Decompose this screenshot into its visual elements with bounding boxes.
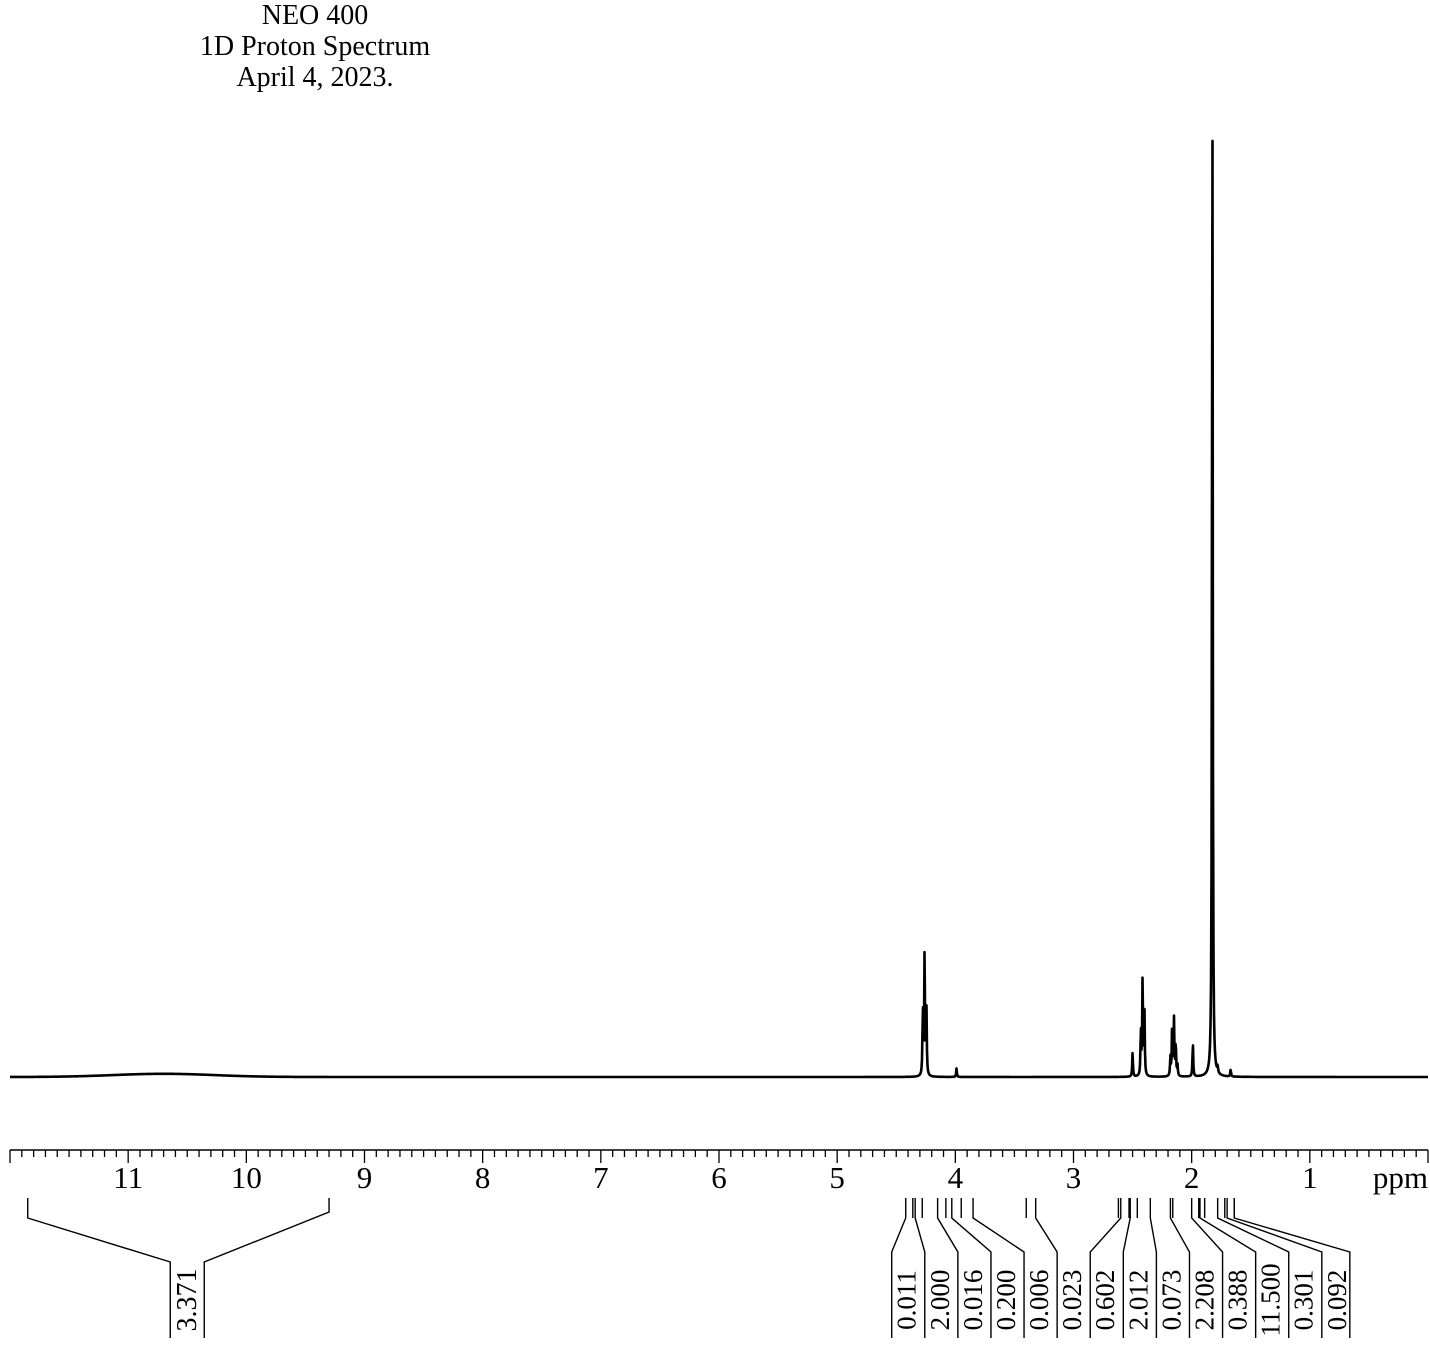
integral-8: 2.012 (1122, 1198, 1153, 1338)
integral-9: 0.073 (1149, 1198, 1186, 1338)
tick-label: 5 (829, 1160, 845, 1195)
integral-bracket-end (1233, 1198, 1351, 1338)
integral-value: 0.301 (1289, 1270, 1319, 1331)
integral-value: 3.371 (172, 1269, 203, 1332)
experiment-title: 1D Proton Spectrum (199, 31, 431, 62)
integral-5: 0.006 (972, 1198, 1054, 1338)
integral-value: 0.602 (1090, 1270, 1120, 1331)
integral-10: 2.208 (1169, 1198, 1219, 1338)
integral-region: 3.371 0.011 2.000 0.016 0.200 0.006 0.023 0.602… (27, 1198, 1352, 1338)
integral-value: 0.073 (1156, 1270, 1186, 1331)
integral-2: 2.000 (914, 1198, 955, 1338)
integral-4: 0.200 (951, 1198, 1021, 1338)
integral-7: 0.602 (1089, 1198, 1130, 1338)
tick-label: 3 (1066, 1160, 1082, 1195)
spectrum-title-block: NEO 400 1D Proton Spectrum April 4, 2023… (150, 0, 480, 93)
integral-13: 0.301 (1216, 1198, 1319, 1338)
tick-label: 6 (711, 1160, 727, 1195)
tick-label: 2 (1184, 1160, 1200, 1195)
tick-label: 7 (593, 1160, 609, 1195)
integral-3: 0.016 (936, 1198, 988, 1338)
tick-label: 8 (475, 1160, 491, 1195)
tick-label: 11 (113, 1160, 143, 1195)
integral-value: 0.023 (1057, 1270, 1087, 1331)
x-axis-unit-label: ppm (1373, 1160, 1428, 1195)
integral-value: 0.016 (958, 1270, 988, 1331)
integral-value: 2.208 (1189, 1270, 1219, 1331)
integral-value: 11.500 (1256, 1263, 1286, 1336)
tick-label: 10 (231, 1160, 262, 1195)
integral-value: 2.000 (925, 1270, 955, 1331)
tick-label: 4 (948, 1160, 964, 1195)
integral-value: 0.011 (892, 1270, 922, 1330)
instrument-title: NEO 400 (261, 0, 369, 31)
integral-value: 0.092 (1322, 1270, 1352, 1331)
tick-label: 9 (357, 1160, 373, 1195)
integral-value: 2.012 (1123, 1270, 1153, 1331)
integral-11: 0.388 (1190, 1198, 1253, 1338)
integral-value: 0.006 (1024, 1270, 1054, 1331)
integral-12: 11.500 (1199, 1198, 1286, 1338)
date-title: April 4, 2023. (236, 62, 394, 93)
integral-6: 0.023 (1034, 1198, 1120, 1338)
spectrum-trace (9, 139, 1429, 1079)
integral-value: 0.388 (1223, 1270, 1253, 1331)
integral-0: 3.371 (27, 1198, 330, 1338)
ppm-axis: 11 10 9 8 7 6 5 4 3 2 1 (9, 1149, 1429, 1195)
integral-value: 0.200 (991, 1270, 1021, 1331)
integral-1: 0.011 (891, 1198, 922, 1338)
tick-label: 1 (1302, 1160, 1318, 1195)
